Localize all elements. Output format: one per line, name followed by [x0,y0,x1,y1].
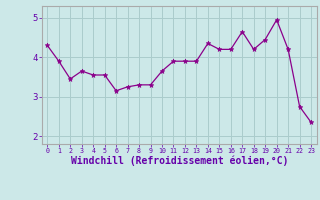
X-axis label: Windchill (Refroidissement éolien,°C): Windchill (Refroidissement éolien,°C) [70,156,288,166]
